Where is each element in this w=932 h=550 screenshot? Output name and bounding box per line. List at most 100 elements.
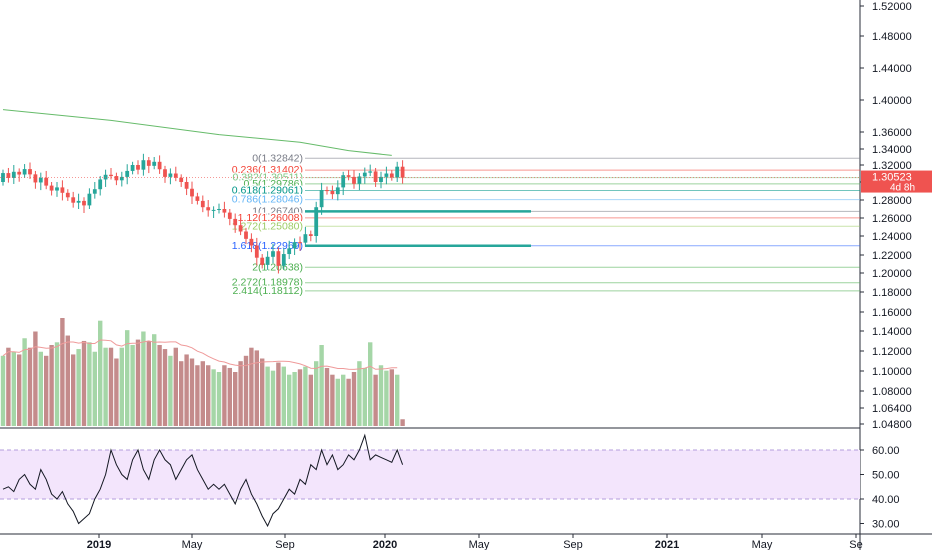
- candle-body: [61, 187, 65, 192]
- candle-body: [325, 190, 329, 191]
- price-tick-label: 1.16000: [872, 307, 912, 319]
- volume-bar: [265, 367, 269, 426]
- price-tick-label: 1.40000: [872, 95, 912, 107]
- candle-body: [395, 167, 399, 178]
- candle-body: [163, 169, 167, 177]
- rsi-tick-label: 60.00: [872, 445, 900, 457]
- candle-body: [115, 176, 119, 180]
- candle-body: [401, 167, 405, 178]
- rsi-pane: 60.00 50.00 40.00 30.00: [0, 435, 900, 530]
- fibonacci-retracement[interactable]: 0(1.32842)0.236(1.31402)0.382(1.30511)0.…: [232, 152, 860, 297]
- candle-body: [314, 207, 318, 236]
- volume-bar: [271, 371, 275, 426]
- volume-bar: [136, 340, 140, 426]
- volume-bar: [400, 419, 404, 426]
- ma-line: [3, 110, 392, 156]
- time-tick-label: May: [752, 539, 773, 550]
- volume-bar: [211, 369, 215, 426]
- candle-body: [196, 196, 200, 201]
- candle-body: [287, 248, 291, 254]
- volume-bar: [22, 338, 26, 426]
- volume-bar: [255, 350, 259, 426]
- candle-body: [304, 234, 308, 242]
- candle-body: [77, 201, 81, 203]
- volume-bar: [1, 356, 5, 426]
- candle-body: [244, 232, 248, 239]
- candle-body: [255, 246, 259, 258]
- volume-bar: [179, 361, 183, 426]
- fib-level-label: 1.618(1.22969): [232, 240, 303, 252]
- candlestick-series[interactable]: [1, 154, 404, 274]
- volume-bar: [141, 332, 145, 427]
- volume-bar: [282, 367, 286, 426]
- time-axis[interactable]: 2019 May Sep 2020 May Sep 2021 May Se: [87, 534, 863, 550]
- volume-bar: [233, 372, 237, 426]
- volume-bar: [120, 348, 124, 426]
- candle-body: [55, 187, 59, 190]
- volume-bar: [163, 349, 167, 426]
- candle-body: [185, 182, 189, 189]
- candle-body: [147, 160, 151, 166]
- price-tick-label: 1.44000: [872, 63, 912, 75]
- candle-body: [201, 201, 205, 207]
- candle-body: [152, 162, 156, 166]
- volume-bar: [44, 356, 48, 426]
- price-tick-label: 1.10000: [872, 366, 912, 378]
- volume-bar: [157, 345, 161, 426]
- volume-bar: [390, 369, 394, 426]
- candle-body: [34, 174, 38, 182]
- price-tick-label: 1.14000: [872, 326, 912, 338]
- candle-body: [71, 197, 75, 202]
- candle-body: [50, 186, 54, 191]
- candle-body: [82, 201, 86, 206]
- moving-average: [3, 110, 392, 156]
- candle-body: [293, 242, 297, 248]
- volume-bar: [336, 379, 340, 426]
- volume-bar: [147, 341, 151, 426]
- volume-bar: [55, 342, 59, 426]
- time-tick-label: Sep: [275, 539, 295, 550]
- candle-body: [341, 175, 345, 187]
- price-tick-label: 1.20000: [872, 268, 912, 280]
- time-tick-label: 2020: [373, 539, 397, 550]
- volume-bar: [292, 372, 296, 426]
- candle-body: [17, 172, 21, 175]
- volume-bar: [341, 375, 345, 426]
- volume-bar: [346, 379, 350, 426]
- volume-bar: [195, 365, 199, 426]
- candle-body: [169, 174, 173, 177]
- volume-bar: [276, 363, 280, 426]
- volume-bar: [222, 365, 226, 426]
- volume-bar: [228, 368, 232, 426]
- candle-body: [23, 169, 27, 174]
- volume-bar: [103, 348, 107, 426]
- candle-body: [179, 178, 183, 182]
- volume-bar: [49, 345, 53, 426]
- candle-body: [228, 213, 232, 219]
- rsi-tick-label: 40.00: [872, 494, 900, 506]
- candle-body: [298, 242, 302, 243]
- volume-bar: [184, 354, 188, 426]
- time-tick-label: May: [182, 539, 203, 550]
- price-tick-label: 1.04800: [872, 419, 912, 431]
- volume-bar: [249, 348, 253, 426]
- candle-body: [66, 193, 70, 198]
- volume-bar: [28, 348, 32, 426]
- volume-bar: [384, 371, 388, 426]
- candle-body: [142, 160, 146, 169]
- candle-body: [331, 191, 335, 194]
- candle-body: [368, 171, 372, 172]
- candle-body: [271, 251, 275, 257]
- volume-bar: [379, 365, 383, 426]
- price-tick-label: 1.52000: [872, 1, 912, 13]
- volume-bar: [168, 356, 172, 426]
- volume-bar: [109, 348, 113, 426]
- candle-body: [131, 165, 135, 171]
- time-tick-label: May: [469, 539, 490, 550]
- candle-body: [390, 174, 394, 178]
- candle-body: [109, 175, 113, 176]
- candle-body: [347, 175, 351, 177]
- time-tick-label: Sep: [563, 539, 583, 550]
- volume-bar: [76, 349, 80, 426]
